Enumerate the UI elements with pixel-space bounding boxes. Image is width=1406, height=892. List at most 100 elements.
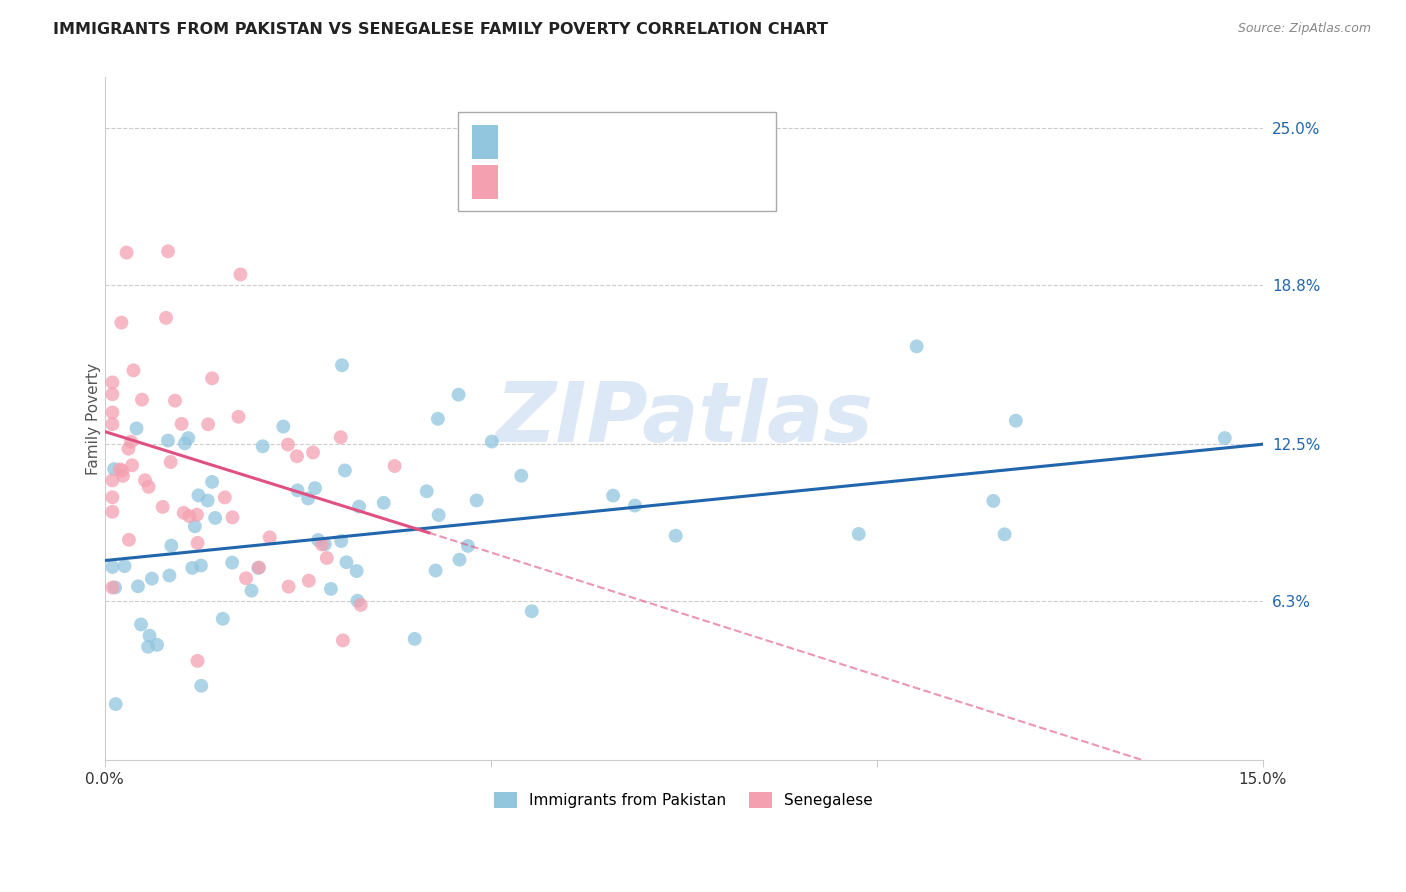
Point: [110, 316, 132, 330]
Point: [190, 679, 212, 693]
Point: [404, 632, 426, 646]
Text: 66: 66: [647, 136, 669, 153]
Point: [330, 534, 353, 549]
Point: [173, 506, 195, 520]
Text: R =: R =: [509, 169, 546, 187]
Point: [302, 445, 325, 459]
Point: [228, 409, 250, 424]
Point: [155, 310, 177, 325]
Point: [329, 430, 352, 444]
Point: [101, 405, 124, 419]
Point: [346, 593, 368, 607]
Point: [177, 431, 200, 445]
Text: N =: N =: [610, 169, 658, 187]
Legend: Immigrants from Pakistan, Senegalese: Immigrants from Pakistan, Senegalese: [488, 786, 879, 814]
Point: [425, 564, 447, 578]
Point: [101, 376, 124, 390]
Point: [311, 537, 333, 551]
Point: [170, 417, 193, 431]
Point: [101, 387, 124, 401]
Point: [121, 458, 143, 473]
Point: [127, 579, 149, 593]
Point: [184, 519, 207, 533]
Point: [173, 436, 195, 450]
Point: [163, 393, 186, 408]
Text: 0.252: 0.252: [548, 136, 606, 153]
Point: [125, 421, 148, 435]
Point: [187, 488, 209, 502]
Point: [905, 339, 928, 353]
Text: Source: ZipAtlas.com: Source: ZipAtlas.com: [1237, 22, 1371, 36]
Point: [146, 638, 169, 652]
Point: [111, 468, 134, 483]
Point: [108, 462, 131, 476]
Point: [427, 508, 450, 522]
Point: [115, 245, 138, 260]
Text: IMMIGRANTS FROM PAKISTAN VS SENEGALESE FAMILY POVERTY CORRELATION CHART: IMMIGRANTS FROM PAKISTAN VS SENEGALESE F…: [53, 22, 828, 37]
Point: [332, 633, 354, 648]
Point: [190, 558, 212, 573]
Point: [152, 500, 174, 514]
Point: [221, 510, 243, 524]
Point: [240, 583, 263, 598]
Point: [104, 581, 127, 595]
Point: [304, 481, 326, 495]
Point: [104, 697, 127, 711]
Text: -0.183: -0.183: [548, 169, 607, 187]
Point: [204, 511, 226, 525]
Point: [101, 505, 124, 519]
Point: [350, 598, 373, 612]
Point: [141, 572, 163, 586]
Point: [103, 462, 125, 476]
Point: [259, 530, 281, 544]
Point: [187, 536, 209, 550]
Point: [447, 387, 470, 401]
Point: [277, 580, 299, 594]
Point: [120, 434, 142, 449]
Point: [285, 449, 308, 463]
Point: [335, 555, 357, 569]
Point: [457, 539, 479, 553]
Point: [101, 474, 124, 488]
Point: [101, 560, 124, 574]
Point: [373, 496, 395, 510]
Point: [160, 539, 183, 553]
Point: [118, 533, 141, 547]
Point: [186, 508, 208, 522]
Point: [229, 268, 252, 282]
Point: [520, 604, 543, 618]
Point: [101, 490, 124, 504]
Point: [201, 475, 224, 489]
Point: [235, 571, 257, 585]
Point: [426, 412, 449, 426]
Point: [247, 561, 270, 575]
Point: [277, 437, 299, 451]
Point: [197, 417, 219, 432]
Point: [848, 527, 870, 541]
Point: [983, 494, 1005, 508]
Point: [319, 582, 342, 596]
Point: [129, 617, 152, 632]
Text: 52: 52: [647, 169, 669, 187]
Point: [179, 509, 201, 524]
Point: [211, 612, 233, 626]
Point: [101, 417, 124, 432]
Point: [247, 560, 270, 574]
Y-axis label: Family Poverty: Family Poverty: [86, 363, 101, 475]
Point: [624, 499, 647, 513]
Point: [138, 629, 160, 643]
Point: [271, 419, 294, 434]
Point: [346, 564, 368, 578]
Point: [157, 244, 180, 259]
Point: [111, 464, 134, 478]
Point: [994, 527, 1017, 541]
Point: [314, 537, 336, 551]
Point: [298, 574, 321, 588]
Text: N =: N =: [610, 136, 658, 153]
Point: [307, 533, 329, 547]
Point: [214, 491, 236, 505]
Point: [201, 371, 224, 385]
Point: [481, 434, 503, 449]
Point: [131, 392, 153, 407]
Point: [122, 363, 145, 377]
